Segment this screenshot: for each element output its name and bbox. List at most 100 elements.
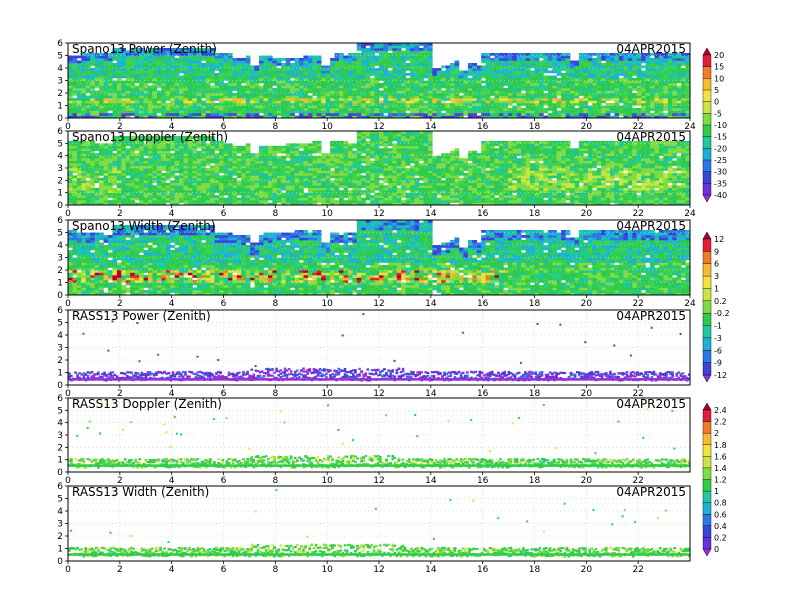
heatmap-cell — [219, 145, 224, 149]
heatmap-cell — [427, 58, 433, 61]
heatmap-cell — [623, 58, 629, 61]
heatmap-cell — [161, 185, 167, 189]
heatmap-cell — [68, 143, 73, 147]
heatmap-cell — [356, 88, 362, 91]
heatmap-cell — [147, 70, 153, 74]
heatmap-cell — [414, 73, 420, 76]
heatmap-cell — [547, 88, 553, 91]
heatmap-cell — [196, 195, 202, 198]
heatmap-cell — [116, 68, 122, 71]
heatmap-cell — [281, 83, 286, 86]
heatmap-cell — [267, 163, 273, 166]
heatmap-cell — [334, 88, 340, 91]
heatmap-cell — [618, 95, 624, 99]
heatmap-cell — [290, 177, 295, 181]
heatmap-cell — [99, 53, 104, 56]
heatmap-cell — [259, 158, 264, 161]
heatmap-cell — [232, 158, 238, 161]
heatmap-cell — [281, 58, 286, 61]
heatmap-cell — [272, 113, 278, 116]
heatmap-cell — [183, 85, 189, 89]
heatmap-cell — [196, 98, 202, 101]
heatmap-cell — [201, 155, 207, 159]
heatmap-cell — [658, 63, 664, 66]
heatmap-cell — [156, 85, 162, 89]
heatmap-cell — [165, 175, 171, 179]
heatmap-cell — [68, 153, 73, 156]
heatmap-cell — [174, 68, 180, 71]
heatmap-cell — [241, 110, 247, 114]
heatmap-cell — [139, 70, 144, 74]
heatmap-cell — [352, 108, 358, 111]
heatmap-cell — [174, 78, 180, 81]
heatmap-cell — [472, 75, 478, 79]
heatmap-cell — [272, 98, 278, 101]
heatmap-cell — [636, 73, 642, 76]
heatmap-cell — [303, 103, 309, 106]
heatmap-cell — [196, 143, 202, 147]
heatmap-cell — [374, 88, 380, 91]
heatmap-cell — [143, 150, 149, 154]
heatmap-cell — [672, 75, 677, 79]
heatmap-cell — [641, 113, 646, 116]
heatmap-cell — [614, 85, 620, 89]
heatmap-cell — [187, 63, 193, 66]
colorbar-segment — [702, 159, 712, 173]
heatmap-cell — [143, 190, 149, 193]
heatmap-cell — [410, 93, 415, 96]
heatmap-cell — [179, 55, 184, 59]
heatmap-cell — [94, 192, 100, 196]
heatmap-cell — [672, 110, 677, 114]
heatmap-cell — [485, 68, 491, 71]
heatmap-cell — [236, 93, 242, 96]
heatmap-cell — [85, 197, 91, 201]
heatmap-cell — [121, 85, 127, 89]
heatmap-cell — [285, 110, 291, 114]
heatmap-cell — [636, 65, 642, 69]
heatmap-cell — [232, 83, 238, 86]
heatmap-cell — [432, 95, 438, 99]
y-tick-label: 0 — [57, 114, 63, 124]
heatmap-cell — [330, 78, 335, 81]
heatmap-cell — [365, 78, 371, 81]
heatmap-cell — [441, 100, 446, 104]
heatmap-cell — [583, 70, 589, 74]
heatmap-cell — [396, 55, 402, 59]
heatmap-cell — [161, 75, 167, 79]
heatmap-cell — [347, 100, 353, 104]
heatmap-cell — [285, 78, 291, 81]
heatmap-cell — [592, 100, 597, 104]
heatmap-cell — [72, 148, 78, 152]
heatmap-cell — [183, 103, 189, 106]
heatmap-cell — [121, 50, 127, 54]
heatmap-cell — [143, 138, 149, 142]
heatmap-cell — [458, 108, 464, 111]
heatmap-cell — [334, 78, 340, 81]
heatmap-cell — [325, 115, 331, 119]
heatmap-cell — [343, 63, 349, 66]
heatmap-cell — [107, 95, 113, 99]
heatmap-cell — [450, 68, 455, 71]
heatmap-cell — [383, 70, 389, 74]
heatmap-cell — [432, 73, 438, 76]
heatmap-cell — [303, 148, 309, 152]
heatmap-cell — [663, 98, 669, 101]
heatmap-cell — [418, 90, 424, 94]
heatmap-cell — [250, 197, 255, 201]
heatmap-cell — [623, 110, 629, 114]
heatmap-cell — [565, 95, 571, 99]
heatmap-cell — [290, 98, 295, 101]
heatmap-cell — [352, 103, 358, 106]
heatmap-cell — [272, 182, 278, 186]
heatmap-cell — [632, 103, 637, 106]
heatmap-cell — [254, 175, 260, 179]
heatmap-cell — [263, 78, 269, 81]
heatmap-cell — [210, 143, 215, 147]
heatmap-cell — [343, 68, 349, 71]
heatmap-cell — [94, 105, 100, 109]
heatmap-cell — [152, 202, 158, 206]
heatmap-cell — [85, 190, 91, 193]
heatmap-cell — [147, 145, 153, 149]
heatmap-cell — [587, 115, 593, 119]
heatmap-cell — [610, 55, 615, 59]
